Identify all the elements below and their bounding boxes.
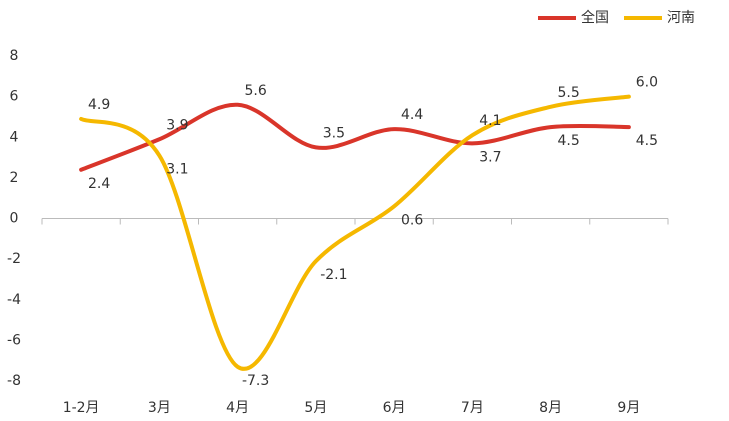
x-tick-label: 5月 [304, 400, 327, 416]
y-tick-label: -2 [7, 251, 21, 267]
data-label: -7.3 [242, 373, 269, 389]
data-label: 3.5 [323, 125, 345, 141]
y-tick-label: 4 [10, 129, 19, 145]
data-label: 3.1 [166, 162, 188, 178]
x-tick-label: 9月 [617, 400, 640, 416]
data-label: 6.0 [636, 75, 658, 91]
x-tick-label: 8月 [539, 400, 562, 416]
y-tick-label: -8 [7, 373, 21, 389]
x-tick-label: 6月 [383, 400, 406, 416]
legend-label: 河南 [667, 10, 695, 26]
y-tick-label: -6 [7, 332, 21, 348]
y-tick-label: 6 [10, 89, 19, 105]
y-tick-label: 2 [10, 170, 19, 186]
data-label: 2.4 [88, 176, 110, 192]
y-tick-label: 0 [10, 211, 19, 227]
data-label: -2.1 [320, 267, 347, 283]
data-label: 4.5 [636, 133, 658, 149]
y-tick-label: 8 [10, 48, 19, 64]
data-label: 4.5 [557, 133, 579, 149]
legend-label: 全国 [581, 9, 609, 26]
data-label: 0.6 [401, 212, 423, 228]
x-tick-label: 4月 [226, 400, 249, 416]
y-tick-label: -4 [7, 292, 21, 308]
x-tick-label: 7月 [461, 400, 484, 416]
data-label: 3.9 [166, 117, 188, 133]
data-label: 5.6 [244, 83, 266, 99]
data-label: 5.5 [557, 85, 579, 101]
data-label: 4.4 [401, 107, 423, 123]
data-label: 3.7 [479, 149, 501, 165]
x-tick-label: 1-2月 [63, 400, 100, 416]
x-tick-label: 3月 [148, 400, 171, 416]
line [79, 94, 631, 371]
data-label: 4.9 [88, 97, 110, 113]
line [79, 102, 631, 172]
data-label: 4.1 [479, 113, 501, 129]
